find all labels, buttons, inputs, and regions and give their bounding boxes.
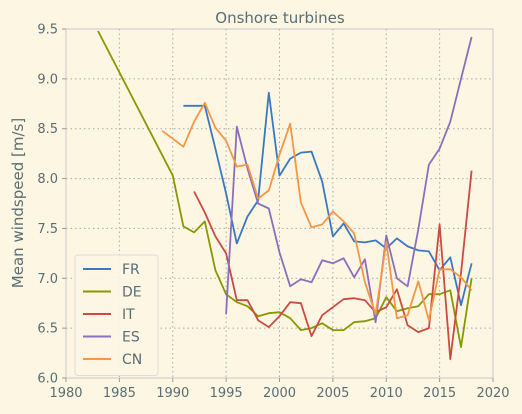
legend-label-es: ES — [122, 330, 140, 346]
x-tick-label: 2005 — [316, 386, 349, 401]
y-tick-label: 9.5 — [37, 23, 58, 38]
x-tick-label: 1995 — [210, 386, 243, 401]
x-tick-label: 1990 — [156, 386, 189, 401]
y-tick-label: 7.0 — [37, 272, 58, 287]
legend-label-it: IT — [122, 307, 135, 323]
series-line-es — [225, 36, 473, 324]
series-line-cn — [161, 101, 473, 322]
x-tick-label: 2015 — [423, 386, 456, 401]
legend-box — [74, 254, 159, 376]
x-tick-label: 2000 — [263, 386, 296, 401]
y-tick-label: 7.5 — [37, 222, 58, 237]
y-tick-label: 8.5 — [37, 122, 58, 137]
y-tick-label: 6.0 — [37, 372, 58, 387]
x-tick-label: 2010 — [370, 386, 403, 401]
series-line-it — [193, 170, 473, 361]
legend: FR DE IT ES CN — [74, 254, 159, 376]
series-layer — [97, 30, 473, 361]
chart-title: Onshore turbines — [215, 9, 345, 27]
legend-label-cn: CN — [122, 352, 142, 368]
x-tick-label: 2020 — [476, 386, 509, 401]
y-tick-label: 6.5 — [37, 322, 58, 337]
x-tick-label: 1980 — [49, 386, 82, 401]
legend-label-fr: FR — [122, 262, 140, 278]
y-axis-label: Mean windspeed [m/s] — [9, 118, 27, 288]
y-tick-label: 9.0 — [37, 72, 58, 87]
y-tick-label: 8.0 — [37, 172, 58, 187]
legend-label-de: DE — [122, 285, 142, 301]
x-tick-label: 1985 — [103, 386, 136, 401]
x-axis-ticks: 1980 1985 1990 1995 2000 2005 2010 2015 2020 — [49, 378, 510, 401]
y-axis-ticks: 6.0 6.5 7.0 7.5 8.0 8.5 9.0 9.5 — [37, 23, 66, 387]
